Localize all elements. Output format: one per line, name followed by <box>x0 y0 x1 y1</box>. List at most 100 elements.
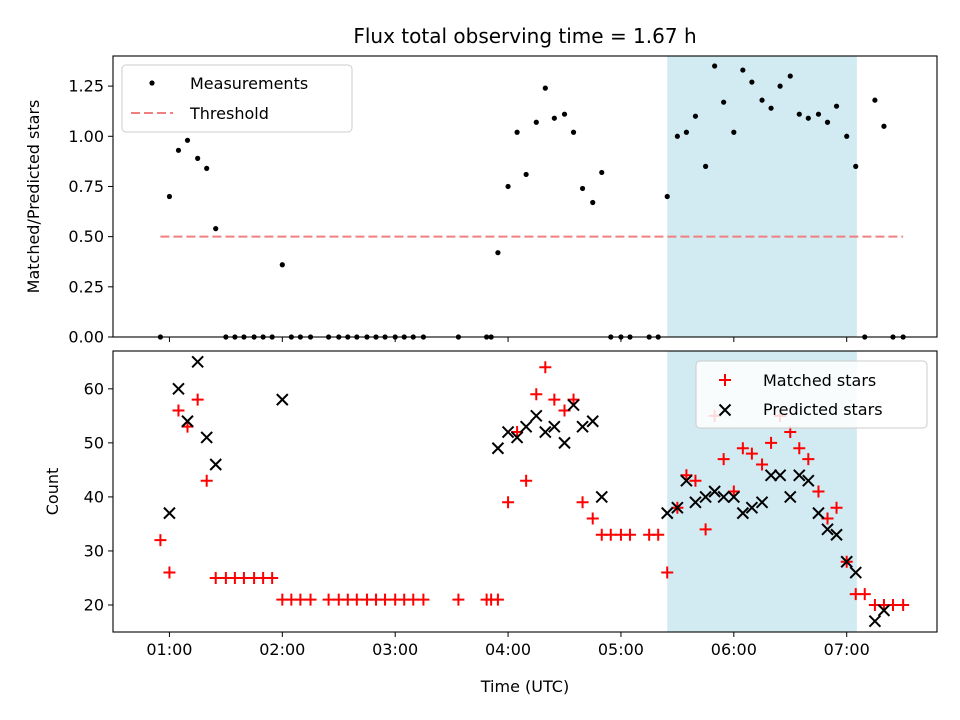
predicted-star-point <box>840 555 853 568</box>
predicted-star-point <box>736 506 750 520</box>
measurement-point <box>664 193 670 200</box>
measurement-point <box>590 199 596 206</box>
matched-star-points <box>154 361 910 611</box>
predicted-star-point <box>276 393 289 406</box>
predicted-star-point <box>830 528 843 541</box>
measurement-point <box>195 155 201 161</box>
predicted-star-point <box>877 604 891 617</box>
measurement-point <box>175 147 182 153</box>
predicted-star-point <box>821 523 834 536</box>
y-tick-label: 1.00 <box>68 127 104 146</box>
legend-predicted-marker <box>718 403 732 417</box>
matched-star-point <box>350 593 363 606</box>
measurement-point <box>542 85 548 91</box>
predicted-star-point <box>595 490 608 504</box>
predicted-star-point <box>558 436 571 450</box>
measurement-point <box>523 171 529 178</box>
predicted-star-point <box>576 420 589 433</box>
matched-star-point <box>745 447 758 460</box>
measurement-point <box>881 123 887 129</box>
y-tick-label: 40 <box>84 487 104 506</box>
y-tick-label: 1.25 <box>68 77 104 96</box>
predicted-star-point <box>491 442 505 455</box>
top-panel: 0.00 0.25 0.50 0.75 1.00 1.25 Flux total obse… <box>24 24 938 347</box>
predicted-star-point <box>784 490 797 504</box>
predicted-star-point <box>680 474 693 487</box>
predicted-star-points <box>163 355 891 628</box>
matched-star-point <box>209 571 222 584</box>
y-tick-label: 50 <box>84 433 104 452</box>
measurement-point <box>674 133 680 139</box>
predicted-star-point <box>191 355 204 369</box>
matched-star-point <box>717 453 730 466</box>
bottom-x-ticks: 01:00 02:00 03:00 04:00 05:00 06:00 07:00 <box>146 632 870 659</box>
measurement-point <box>683 129 690 135</box>
measurement-point <box>204 165 210 171</box>
y-tick-label: 30 <box>84 541 104 560</box>
predicted-star-point <box>548 420 561 433</box>
y-tick-label: 20 <box>84 595 104 614</box>
predicted-star-point <box>539 425 552 439</box>
matched-star-point <box>812 485 825 498</box>
predicted-star-point <box>181 415 194 428</box>
matched-star-point <box>294 593 307 606</box>
predicted-star-point <box>567 398 580 412</box>
bottom-legend-box <box>695 360 928 429</box>
x-tick-label: 05:00 <box>598 640 644 659</box>
predicted-star-point <box>793 469 806 482</box>
measurement-point <box>824 119 831 125</box>
measurement-point <box>533 119 539 125</box>
y-tick-label: 0.25 <box>68 277 104 296</box>
predicted-star-point <box>755 496 769 509</box>
matched-star-point <box>793 442 806 455</box>
x-tick-label: 01:00 <box>146 640 192 659</box>
measurement-point <box>505 183 511 190</box>
matched-star-point <box>322 593 335 606</box>
legend-predicted-label: Predicted stars <box>763 400 883 419</box>
predicted-star-point <box>689 496 702 509</box>
legend-matched-marker <box>719 374 731 386</box>
matched-star-point <box>765 436 778 449</box>
predicted-star-point <box>708 485 721 498</box>
matched-star-point <box>756 458 769 471</box>
measurement-point <box>599 169 605 176</box>
top-legend-box <box>121 64 353 133</box>
measurement-point <box>872 97 878 103</box>
matched-star-point <box>379 593 392 606</box>
top-y-ticks: 0.00 0.25 0.50 0.75 1.00 1.25 <box>68 77 113 347</box>
y-tick-label: 60 <box>84 379 104 398</box>
matched-star-point <box>548 393 561 406</box>
predicted-star-point <box>849 566 862 579</box>
matched-star-point <box>200 474 213 487</box>
measurement-point <box>768 105 774 111</box>
predicted-star-point <box>510 431 524 444</box>
legend-measurements-label: Measurements <box>190 74 308 93</box>
x-tick-label: 02:00 <box>259 640 305 659</box>
top-axes-frame <box>112 55 938 338</box>
measurement-point <box>184 137 191 143</box>
bottom-panel: 20 30 40 50 60 01:00 02:00 03:00 04:00 05:00 06:0… <box>43 350 938 696</box>
predicted-star-point <box>671 501 684 514</box>
x-tick-label: 03:00 <box>372 640 418 659</box>
matched-star-point <box>520 474 533 487</box>
measurement-point <box>692 113 699 119</box>
matched-star-point <box>802 453 815 466</box>
matched-star-point <box>237 571 250 584</box>
legend-threshold-label: Threshold <box>189 104 269 123</box>
bottom-legend: Matched stars Predicted stars <box>695 360 928 429</box>
matched-star-point <box>604 528 617 541</box>
measurement-points <box>157 63 906 340</box>
measurement-point <box>721 99 727 105</box>
chart-title: Flux total observing time = 1.67 h <box>353 24 696 48</box>
matched-star-point <box>576 496 589 509</box>
matched-star-point <box>417 593 430 606</box>
bottom-y-axis-label: Count <box>43 468 62 516</box>
measurement-point <box>279 262 285 268</box>
matched-star-point <box>452 593 465 606</box>
matched-star-point <box>736 442 749 455</box>
matched-star-point <box>689 474 702 487</box>
measurement-point <box>703 163 709 169</box>
measurement-point <box>759 97 765 103</box>
matched-star-point <box>661 566 674 579</box>
